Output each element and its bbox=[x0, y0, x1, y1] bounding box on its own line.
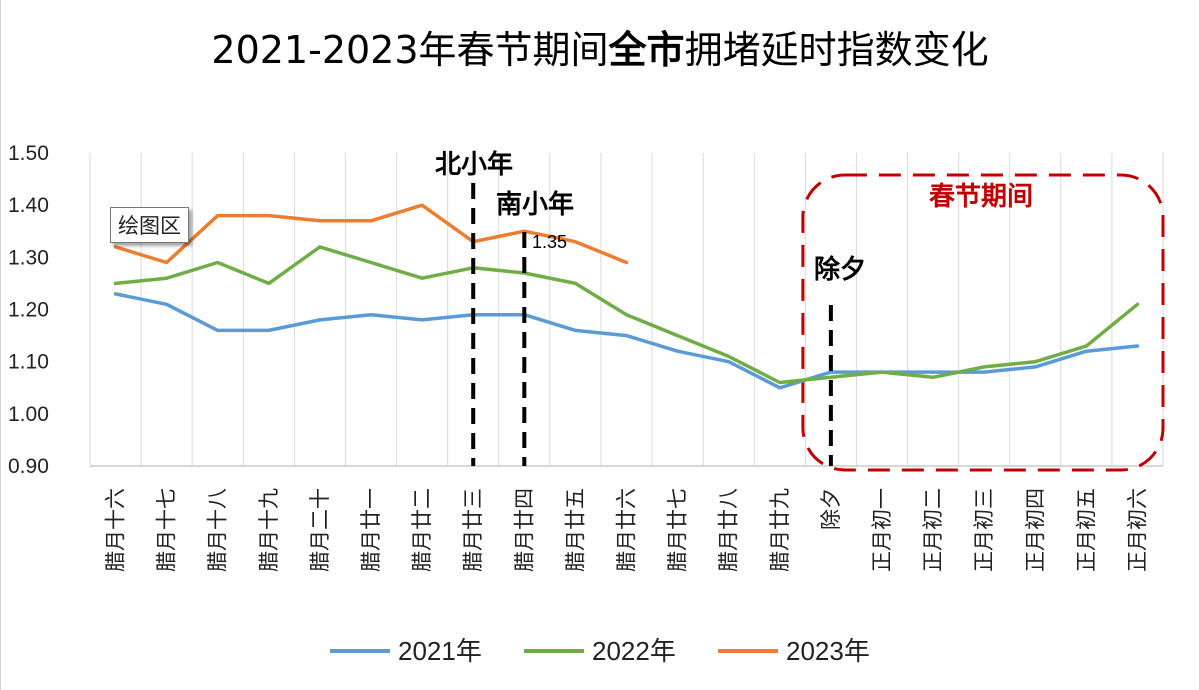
y-tick-label: 1.40 bbox=[8, 194, 49, 217]
y-tick-label: 1.20 bbox=[8, 299, 49, 322]
data-point[interactable] bbox=[777, 380, 782, 385]
data-point[interactable] bbox=[624, 260, 629, 265]
x-tick-label: 腊月廿三 bbox=[461, 488, 485, 572]
festival-period-box bbox=[801, 173, 1165, 472]
x-tick-label: 腊月廿五 bbox=[563, 488, 587, 572]
data-point[interactable] bbox=[573, 328, 578, 333]
annotation-south-small-new-year: 南小年 bbox=[496, 189, 574, 220]
data-point[interactable] bbox=[931, 375, 936, 380]
data-point[interactable] bbox=[317, 218, 322, 223]
legend-label: 2023年 bbox=[786, 636, 870, 666]
series-line-2022年[interactable] bbox=[113, 245, 1140, 385]
data-point[interactable] bbox=[420, 317, 425, 322]
x-tick-label: 腊月廿四 bbox=[512, 488, 536, 572]
x-tick-label: 腊月十七 bbox=[155, 488, 179, 572]
chart-title: 2021-2023年春节期间全市拥堵延时指数变化 bbox=[211, 28, 988, 72]
data-point[interactable] bbox=[113, 244, 118, 249]
data-point[interactable] bbox=[266, 213, 271, 218]
y-tick-label: 1.10 bbox=[8, 351, 49, 374]
data-point[interactable] bbox=[266, 281, 271, 286]
x-tick-label: 正月初五 bbox=[1074, 488, 1098, 572]
data-point[interactable] bbox=[982, 370, 987, 375]
y-tick-label: 1.00 bbox=[8, 403, 49, 426]
plot-area[interactable] bbox=[113, 203, 1140, 391]
x-tick-label: 腊月十六 bbox=[104, 488, 128, 572]
data-point[interactable] bbox=[1084, 344, 1089, 349]
x-tick-label: 腊月廿六 bbox=[615, 488, 639, 572]
data-point[interactable] bbox=[1135, 344, 1140, 349]
annotation-north-small-new-year: 北小年 bbox=[435, 149, 513, 180]
x-tick-label: 腊月廿九 bbox=[768, 488, 792, 572]
x-tick-label: 正月初二 bbox=[921, 488, 945, 572]
data-point[interactable] bbox=[675, 349, 680, 354]
data-point[interactable] bbox=[624, 333, 629, 338]
data-point[interactable] bbox=[573, 239, 578, 244]
data-point[interactable] bbox=[624, 312, 629, 317]
data-point[interactable] bbox=[1135, 302, 1140, 307]
data-label-2023-la24: 1.35 bbox=[532, 232, 567, 252]
marker-lines bbox=[471, 183, 833, 466]
data-point[interactable] bbox=[369, 260, 374, 265]
data-point[interactable] bbox=[1033, 359, 1038, 364]
x-tick-label: 腊月十八 bbox=[206, 488, 230, 572]
x-tick-label: 腊月廿七 bbox=[666, 488, 690, 572]
data-point[interactable] bbox=[573, 281, 578, 286]
data-point[interactable] bbox=[777, 385, 782, 390]
data-point[interactable] bbox=[369, 312, 374, 317]
x-tick-label: 正月初三 bbox=[972, 488, 996, 572]
data-point[interactable] bbox=[113, 291, 118, 296]
data-point[interactable] bbox=[726, 354, 731, 359]
data-point[interactable] bbox=[317, 244, 322, 249]
y-tick-label: 0.90 bbox=[8, 455, 49, 478]
series-line-2023年[interactable] bbox=[113, 203, 629, 265]
x-tick-label: 正月初一 bbox=[870, 488, 894, 572]
data-point[interactable] bbox=[369, 218, 374, 223]
legend: 2021年 2022年 2023年 bbox=[330, 636, 870, 666]
annotation-spring-festival-period: 春节期间 bbox=[929, 182, 1033, 212]
x-tick-label: 腊月廿八 bbox=[717, 488, 741, 572]
legend-label: 2021年 bbox=[398, 636, 482, 666]
x-tick-label: 腊月十九 bbox=[257, 488, 281, 572]
data-point[interactable] bbox=[215, 328, 220, 333]
data-point[interactable] bbox=[215, 213, 220, 218]
data-point[interactable] bbox=[420, 276, 425, 281]
chart-title-part2: 全市 bbox=[608, 28, 685, 72]
x-tick-label: 除夕 bbox=[819, 488, 843, 530]
data-point[interactable] bbox=[317, 317, 322, 322]
data-point[interactable] bbox=[266, 328, 271, 333]
gridlines bbox=[89, 153, 1164, 466]
data-point[interactable] bbox=[828, 375, 833, 380]
data-point[interactable] bbox=[675, 333, 680, 338]
festival-region bbox=[801, 173, 1165, 472]
x-tick-label: 腊月二十 bbox=[308, 488, 332, 572]
data-point[interactable] bbox=[879, 370, 884, 375]
chart-title-part3: 拥堵延时指数变化 bbox=[685, 28, 989, 72]
annotation-new-years-eve: 除夕 bbox=[814, 254, 866, 285]
x-tick-label: 正月初六 bbox=[1125, 488, 1149, 572]
y-tick-label: 1.50 bbox=[8, 142, 49, 165]
data-point[interactable] bbox=[931, 370, 936, 375]
x-tick-label: 腊月廿二 bbox=[410, 488, 434, 572]
data-point[interactable] bbox=[164, 260, 169, 265]
frame-left-edge bbox=[0, 0, 1, 690]
data-point[interactable] bbox=[982, 364, 987, 369]
y-tick-label: 1.30 bbox=[8, 246, 49, 269]
data-point[interactable] bbox=[1084, 349, 1089, 354]
data-point[interactable] bbox=[164, 302, 169, 307]
axes: 1.50 1.40 1.30 1.20 1.10 1.00 0.90 腊月十六 腊月十七 腊月十八… bbox=[8, 142, 1163, 572]
x-tick-label: 腊月廿一 bbox=[359, 488, 383, 572]
chart-title-part1: 2021-2023年春节期间 bbox=[211, 28, 608, 72]
x-tick-label: 正月初四 bbox=[1023, 488, 1047, 572]
legend-label: 2022年 bbox=[592, 636, 676, 666]
data-point[interactable] bbox=[215, 260, 220, 265]
plot-area-tooltip: 绘图区 bbox=[110, 207, 189, 243]
data-point[interactable] bbox=[420, 203, 425, 208]
data-point[interactable] bbox=[1033, 364, 1038, 369]
data-point[interactable] bbox=[726, 359, 731, 364]
data-point[interactable] bbox=[164, 276, 169, 281]
data-point[interactable] bbox=[113, 281, 118, 286]
